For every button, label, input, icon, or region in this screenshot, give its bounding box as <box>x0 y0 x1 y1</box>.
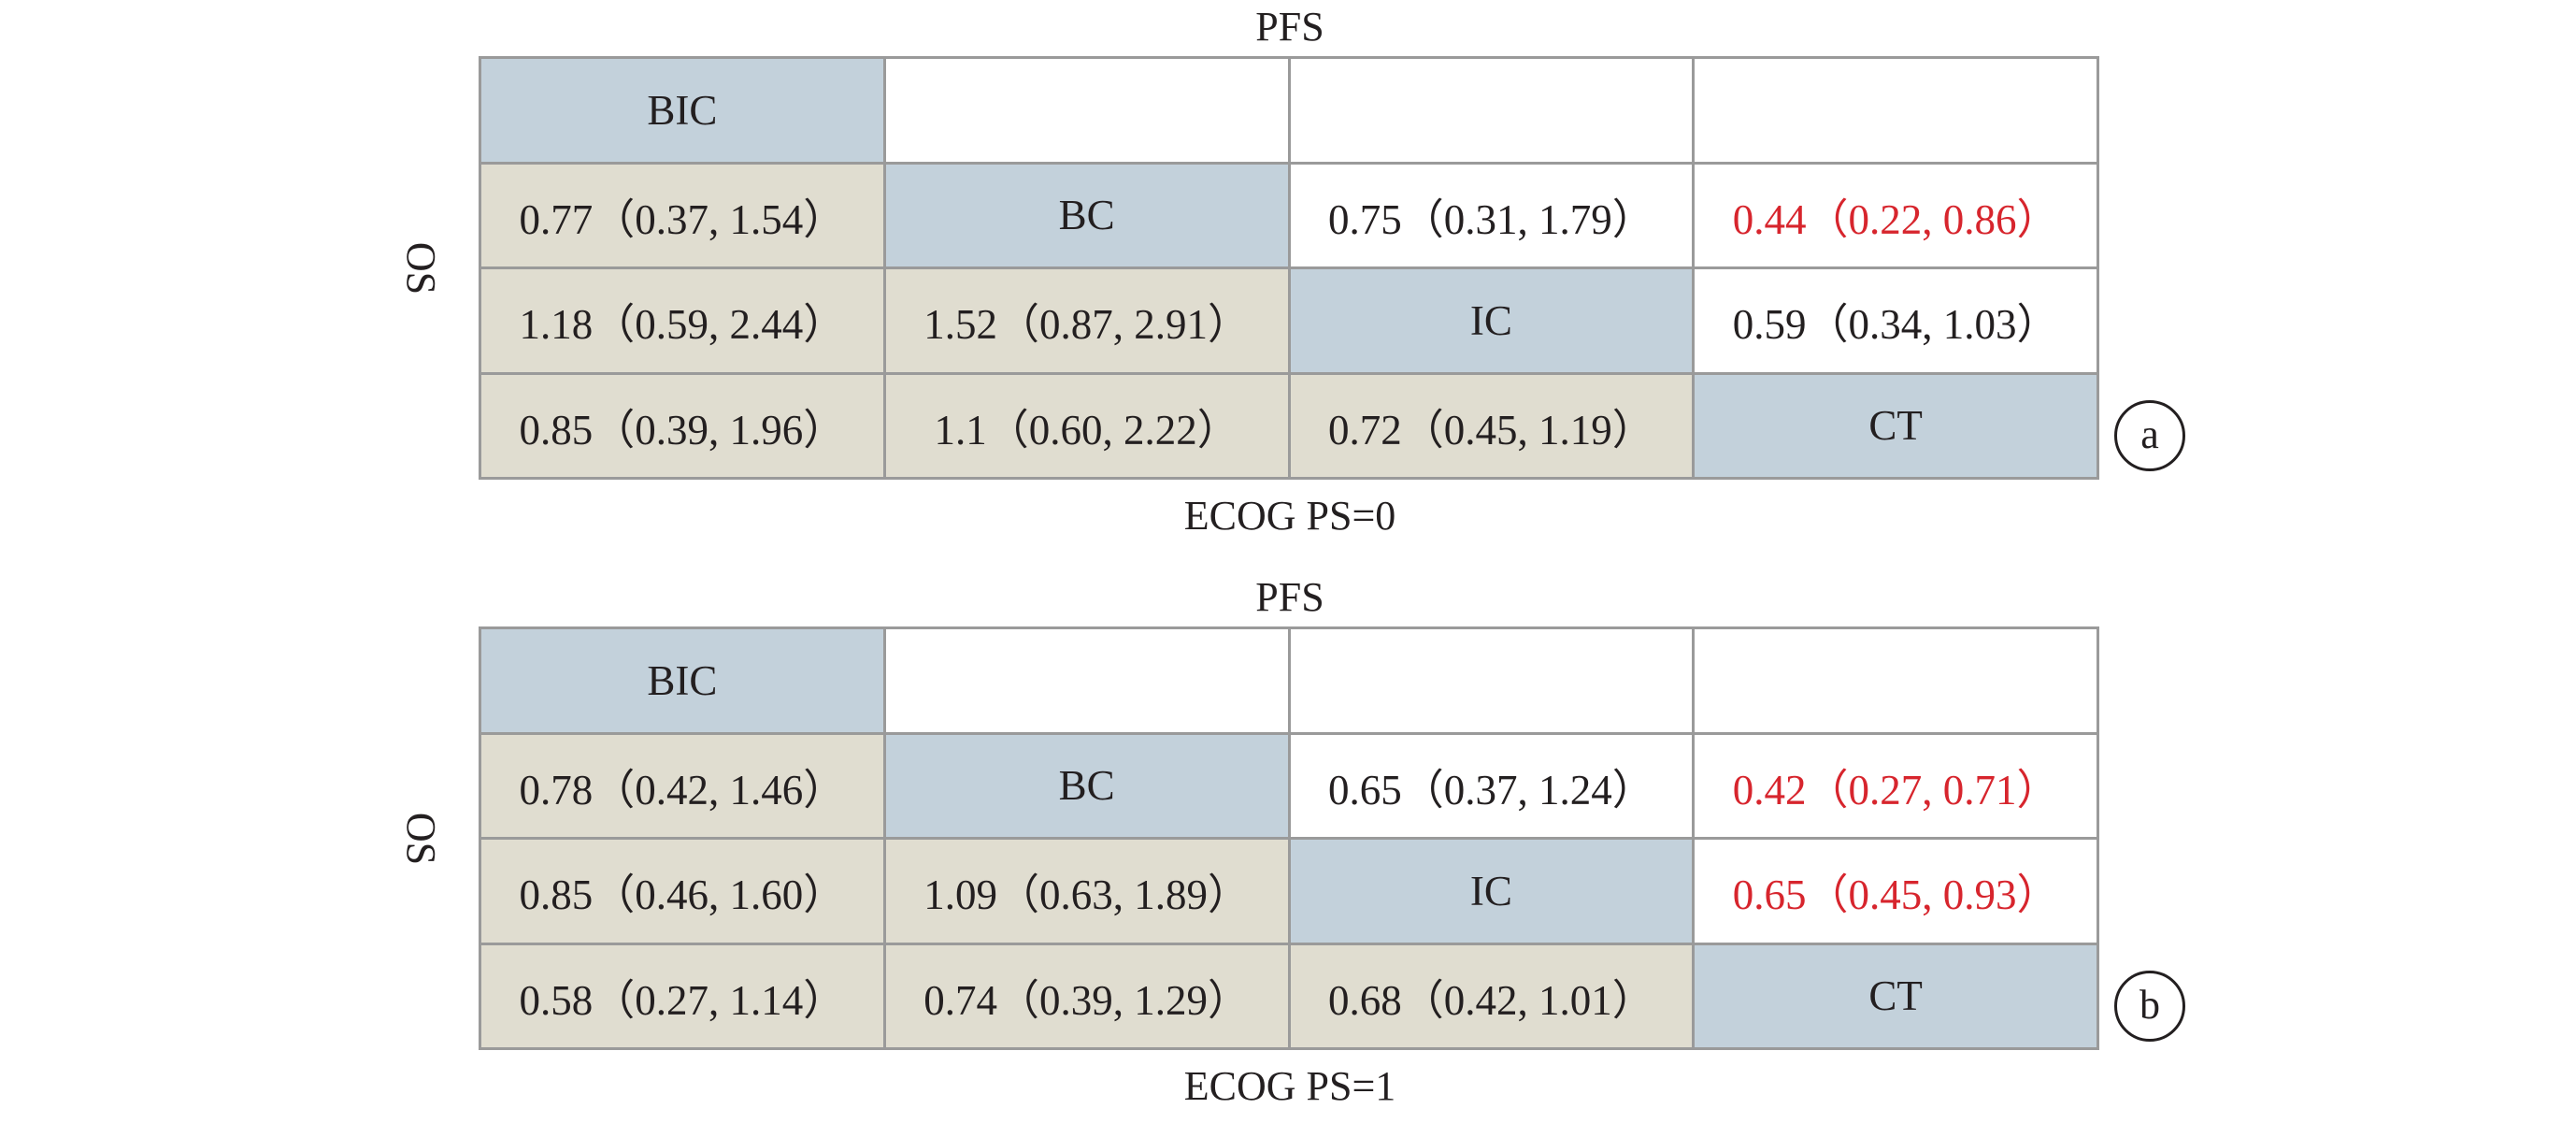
panel-badge-b: b <box>2114 971 2185 1042</box>
os-estimate-cell: 1.09（0.63, 1.89） <box>885 840 1291 945</box>
pfs-title: PFS <box>1255 4 1324 50</box>
matrix-cell-empty <box>1290 59 1696 165</box>
treatment-cell-ct: CT <box>1695 374 2099 480</box>
pfs-estimate-cell-significant: 0.42（0.27, 0.71） <box>1695 734 2099 840</box>
os-label: OS <box>398 812 444 866</box>
os-estimate-cell: 0.85（0.39, 1.96） <box>481 374 886 480</box>
treatment-cell-bc: BC <box>885 734 1291 840</box>
panel-badge-a: a <box>2114 400 2185 471</box>
os-estimate-cell: 1.1（0.60, 2.22） <box>885 374 1291 480</box>
matrix-cell-empty <box>1290 629 1696 735</box>
os-estimate-cell: 0.72（0.45, 1.19） <box>1290 374 1696 480</box>
os-estimate-cell: 0.58（0.27, 1.14） <box>481 944 886 1050</box>
matrix-cell-empty <box>1695 629 2099 735</box>
treatment-cell-bic: BIC <box>481 629 886 735</box>
pfs-estimate-cell: 0.75（0.31, 1.79） <box>1290 164 1696 269</box>
os-estimate-cell: 0.68（0.42, 1.01） <box>1290 944 1696 1050</box>
league-matrix: BIC 0.77（0.37, 1.54） BC 0.75（0.31, 1.79）… <box>479 56 2099 480</box>
treatment-cell-bic: BIC <box>481 59 886 165</box>
pfs-estimate-cell-significant: 0.65（0.45, 0.93） <box>1695 840 2099 945</box>
os-estimate-cell: 1.52（0.87, 2.91） <box>885 269 1291 375</box>
treatment-cell-bc: BC <box>885 164 1291 269</box>
os-estimate-cell: 1.18（0.59, 2.44） <box>481 269 886 375</box>
matrix-cell-empty <box>1695 59 2099 165</box>
pfs-estimate-cell: 0.65（0.37, 1.24） <box>1290 734 1696 840</box>
pfs-title: PFS <box>1255 574 1324 620</box>
pfs-estimate-cell: 0.59（0.34, 1.03） <box>1695 269 2099 375</box>
ecog-label: ECOG PS=1 <box>1183 1063 1396 1109</box>
ecog-label: ECOG PS=0 <box>1183 493 1396 539</box>
matrix-cell-empty <box>885 59 1291 165</box>
os-estimate-cell: 0.85（0.46, 1.60） <box>481 840 886 945</box>
os-estimate-cell: 0.74（0.39, 1.29） <box>885 944 1291 1050</box>
treatment-cell-ic: IC <box>1290 269 1696 375</box>
os-estimate-cell: 0.77（0.37, 1.54） <box>481 164 886 269</box>
pfs-estimate-cell-significant: 0.44（0.22, 0.86） <box>1695 164 2099 269</box>
treatment-cell-ct: CT <box>1695 944 2099 1050</box>
os-estimate-cell: 0.78（0.42, 1.46） <box>481 734 886 840</box>
treatment-cell-ic: IC <box>1290 840 1696 945</box>
matrix-cell-empty <box>885 629 1291 735</box>
os-label: OS <box>398 241 444 295</box>
league-matrix: BIC 0.78（0.42, 1.46） BC 0.65（0.37, 1.24）… <box>479 626 2099 1050</box>
